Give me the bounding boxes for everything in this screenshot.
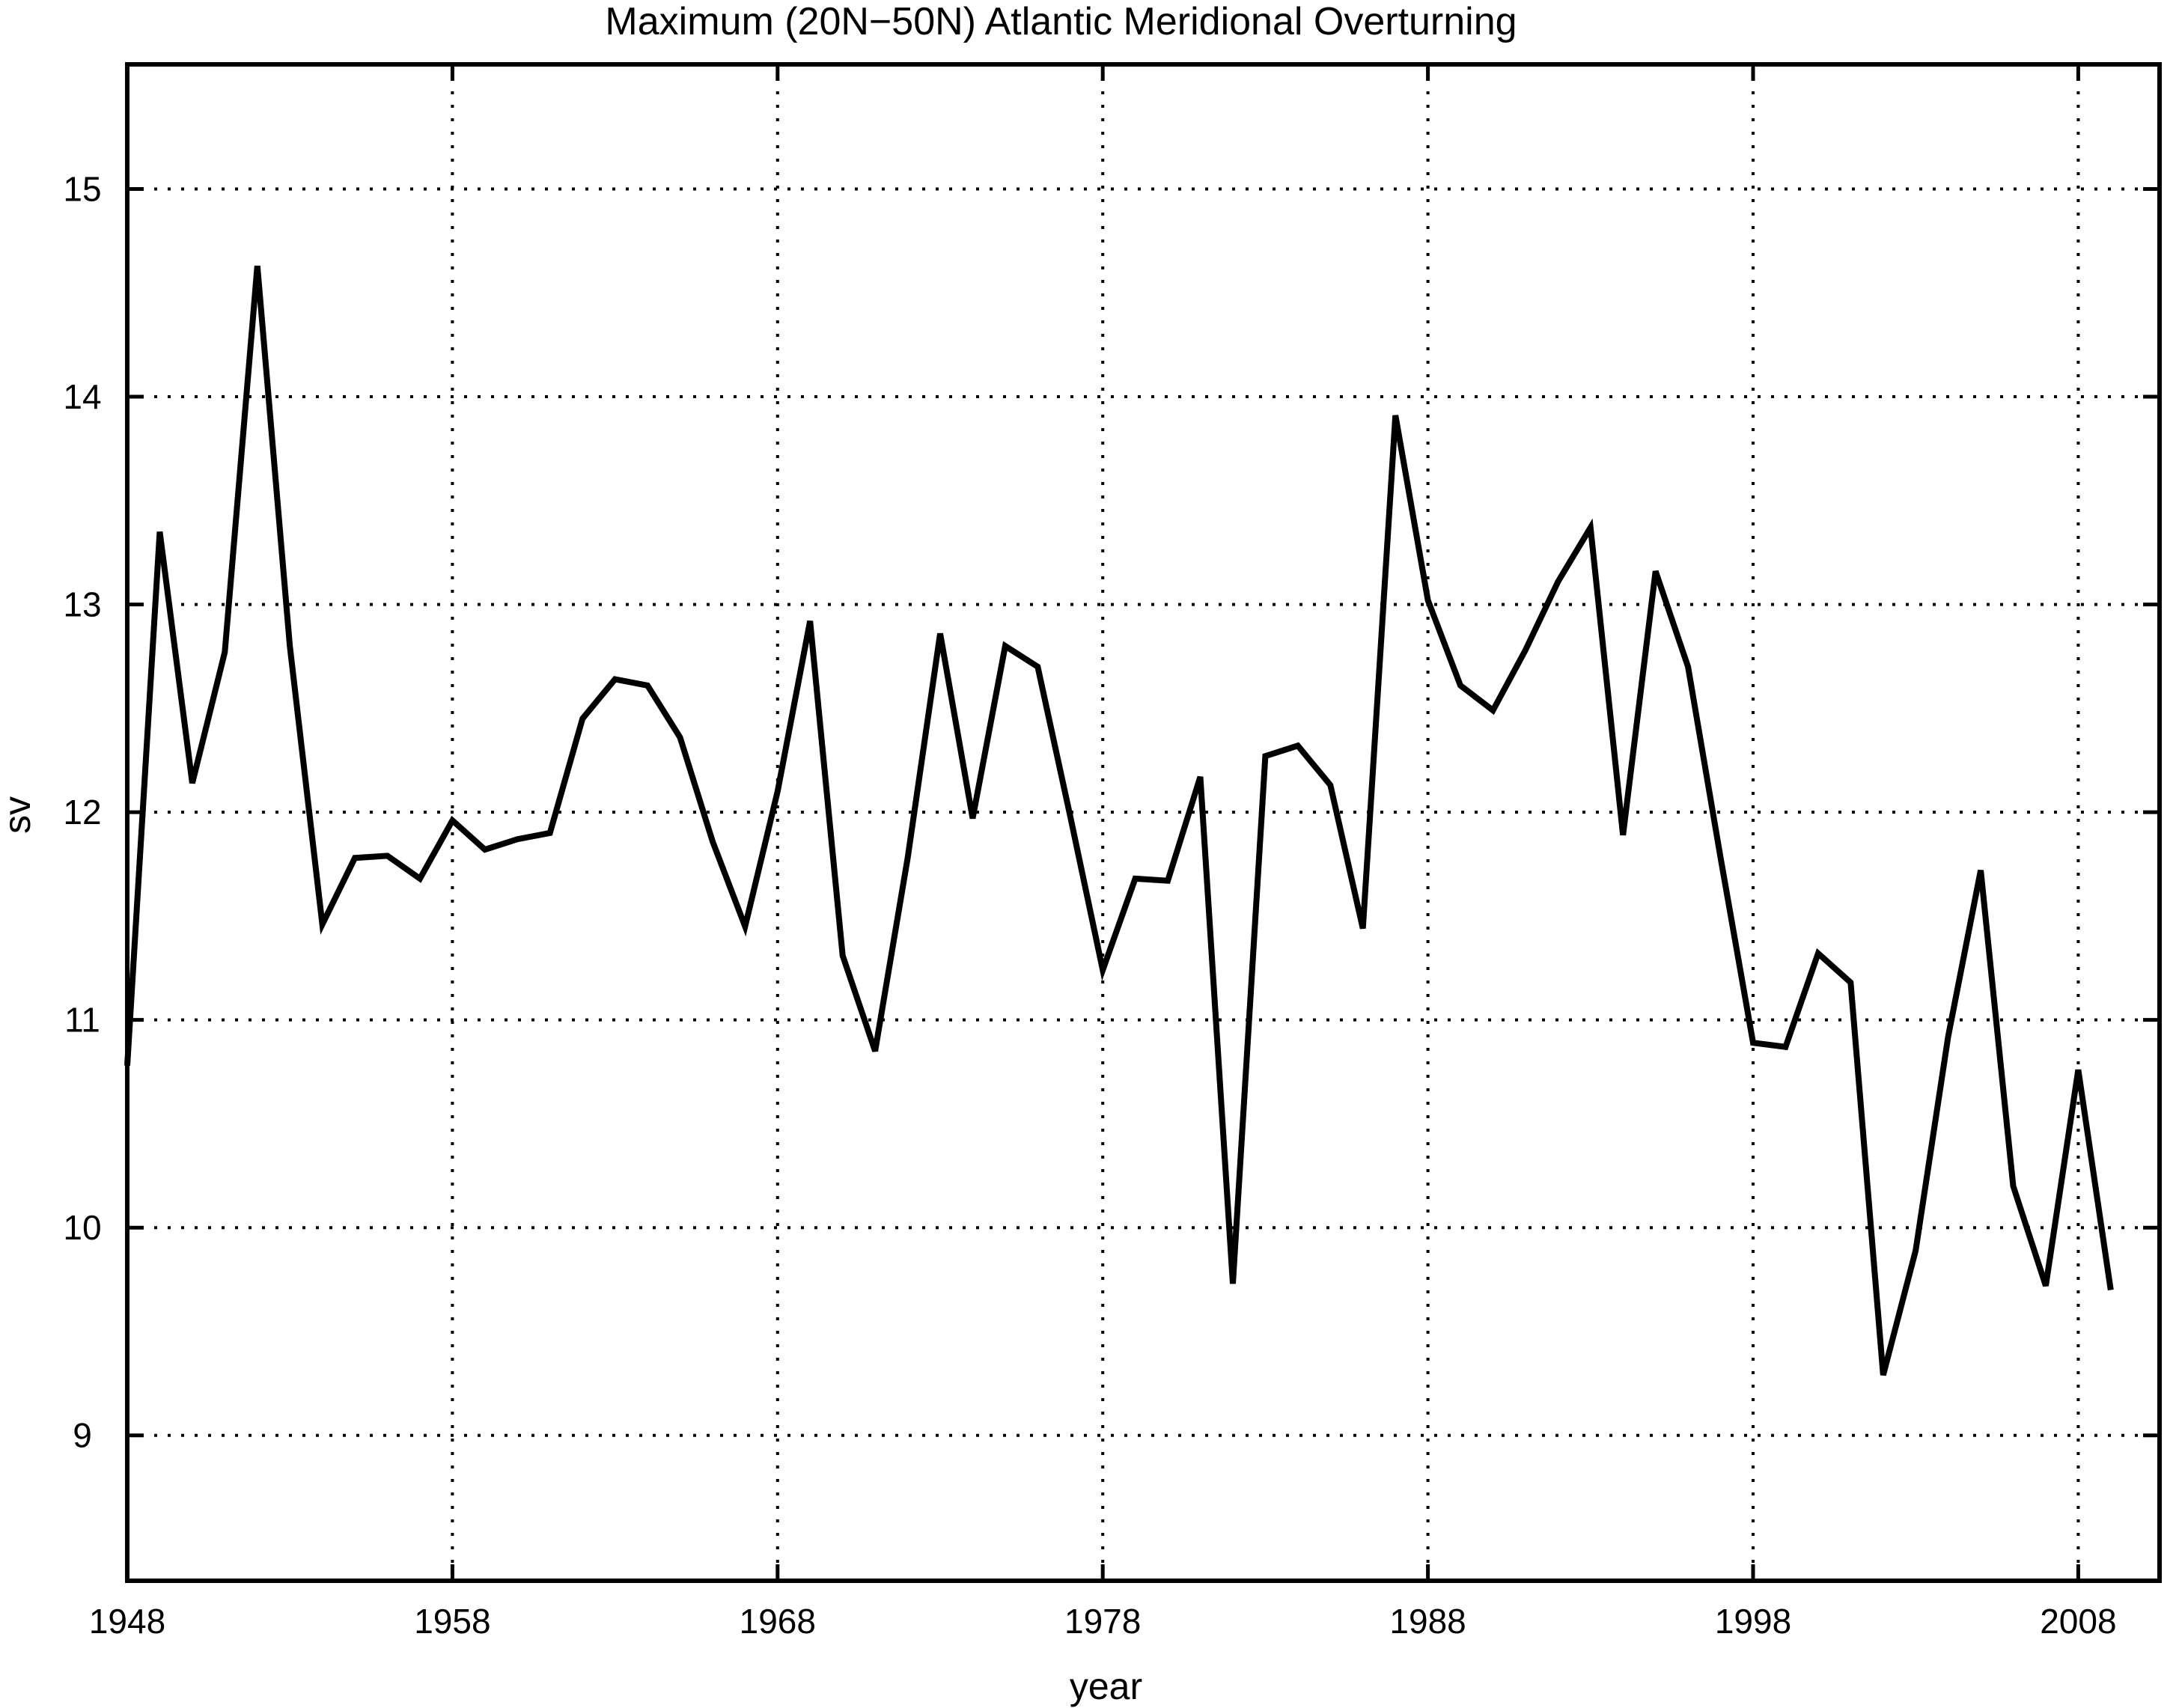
y-tick-label: 15 — [63, 170, 101, 209]
x-axis-label: year — [1070, 1665, 1142, 1707]
grid-lines — [126, 64, 2160, 1581]
x-tick-label: 1958 — [414, 1602, 490, 1641]
axis-ticks — [125, 64, 2160, 1581]
y-tick-label: 12 — [63, 793, 101, 832]
y-tick-label: 14 — [63, 377, 101, 416]
chart-title: Maximum (20N−50N) Atlantic Meridional Ov… — [605, 0, 1517, 43]
y-tick-label: 9 — [73, 1416, 92, 1455]
plot-frame — [125, 62, 2162, 1583]
data-points — [127, 266, 2111, 1375]
y-axis-label: sv — [0, 796, 38, 834]
y-tick-labels: 9 10 11 12 13 14 15 — [63, 170, 101, 1455]
x-tick-label: 1998 — [1715, 1602, 1791, 1641]
x-tick-labels: 1948 1958 1968 1978 1988 1998 2008 — [89, 1602, 2117, 1641]
y-tick-label: 10 — [63, 1208, 101, 1247]
x-tick-label: 1988 — [1389, 1602, 1466, 1641]
y-tick-label: 11 — [64, 1001, 100, 1040]
x-tick-label: 1978 — [1064, 1602, 1141, 1641]
x-tick-label: 1968 — [740, 1602, 816, 1641]
series-line — [124, 265, 2114, 1376]
x-tick-label: 1948 — [89, 1602, 165, 1641]
x-tick-label: 2008 — [2040, 1602, 2116, 1641]
y-tick-label: 13 — [63, 585, 101, 624]
